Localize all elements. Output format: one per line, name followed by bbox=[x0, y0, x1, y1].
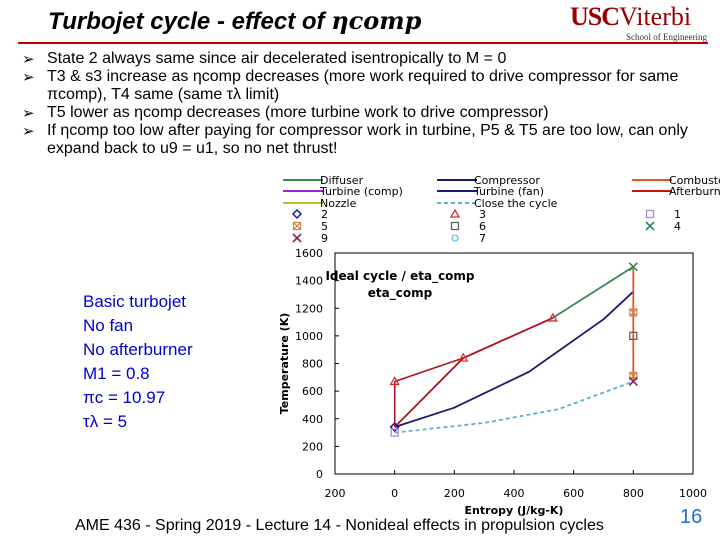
legend-line-label: Nozzle bbox=[320, 197, 357, 210]
state-point-5-cross bbox=[629, 308, 637, 316]
plot-title: Ideal cycle / eta_comp bbox=[325, 269, 474, 284]
legend-marker-label: 2 bbox=[321, 208, 328, 221]
y-tick-label: 0 bbox=[316, 468, 323, 481]
y-tick-label: 200 bbox=[302, 440, 323, 453]
state-point-5 bbox=[629, 308, 638, 317]
footer-text: AME 436 - Spring 2019 - Lecture 14 - Non… bbox=[75, 517, 604, 534]
y-tick-label: 1600 bbox=[295, 247, 323, 260]
side-line: Basic turbojet bbox=[83, 292, 186, 311]
bullet-item: If ηcomp too low after paying for compre… bbox=[22, 122, 712, 158]
title-text: Turbojet cycle - effect of bbox=[48, 8, 332, 35]
logo-viterbi: Viterbi bbox=[619, 2, 692, 31]
y-axis-label: Temperature (K) bbox=[278, 313, 291, 415]
y-tick-label: 1200 bbox=[295, 302, 323, 315]
y-tick-label: 1400 bbox=[295, 275, 323, 288]
state-point-5-cross bbox=[629, 372, 637, 380]
usc-viterbi-logo: USCViterbi School of Engineering bbox=[570, 2, 712, 42]
state-point-3 bbox=[389, 376, 400, 386]
legend-marker-swatch-cross bbox=[293, 222, 301, 230]
x-tick-label: 0 bbox=[391, 487, 398, 500]
legend-marker-swatch bbox=[451, 234, 459, 242]
legend-line-label: Compressor bbox=[474, 174, 540, 187]
plot-subtitle: eta_comp bbox=[368, 286, 433, 301]
legend-marker-swatch bbox=[645, 209, 655, 219]
state-point-9 bbox=[628, 376, 638, 387]
logo-usc: USC bbox=[570, 2, 620, 31]
legend-marker-swatch bbox=[645, 221, 655, 231]
side-line: No afterburner bbox=[83, 340, 193, 359]
legend-marker-label: 6 bbox=[479, 220, 486, 233]
y-tick-label: 1000 bbox=[295, 330, 323, 343]
y-tick-label: 600 bbox=[302, 385, 323, 398]
title-underline bbox=[18, 42, 708, 44]
x-tick-label: 200 bbox=[325, 487, 346, 500]
state-point-3 bbox=[547, 312, 558, 322]
y-tick-label: 400 bbox=[302, 413, 323, 426]
x-tick-label: 1000 bbox=[679, 487, 707, 500]
side-line: πc = 10.97 bbox=[83, 388, 166, 407]
bullet-item: T5 lower as ηcomp decreases (more turbin… bbox=[22, 104, 712, 122]
side-line: No fan bbox=[83, 316, 134, 335]
legend-marker-swatch bbox=[450, 221, 460, 231]
x-tick-label: 600 bbox=[563, 487, 584, 500]
x-tick-label: 200 bbox=[444, 487, 465, 500]
state-point-1 bbox=[390, 428, 399, 437]
x-tick-label: 400 bbox=[504, 487, 525, 500]
side-line: τλ = 5 bbox=[83, 412, 128, 431]
legend-marker-label: 4 bbox=[674, 220, 681, 233]
bullet-item: State 2 always same since air decelerate… bbox=[22, 50, 712, 68]
legend-line-label: Diffuser bbox=[320, 174, 364, 187]
state-point-2 bbox=[389, 421, 400, 433]
slide-title: Turbojet cycle - effect of ηcomp bbox=[48, 6, 421, 36]
legend-marker-label: 1 bbox=[674, 208, 681, 221]
legend-line-label: Afterburner bbox=[669, 185, 720, 198]
legend-marker-swatch bbox=[291, 208, 303, 220]
legend-marker-swatch bbox=[449, 208, 461, 218]
title-eta: ηcomp bbox=[331, 6, 422, 35]
page-number: 16 bbox=[680, 506, 703, 528]
legend-marker-swatch bbox=[292, 233, 302, 243]
bullet-list: State 2 always same since air decelerate… bbox=[22, 50, 712, 158]
legend-line-label: Close the cycle bbox=[474, 197, 558, 210]
series-line bbox=[394, 291, 634, 428]
legend-marker-label: 7 bbox=[479, 232, 486, 245]
side-line: M1 = 0.8 bbox=[83, 364, 150, 383]
side-conditions: Basic turbojet No fan No afterburner M1 … bbox=[83, 290, 193, 434]
state-point-5 bbox=[629, 371, 638, 381]
series-line bbox=[394, 380, 634, 434]
bullet-item: T3 & s3 increase as ηcomp decreases (mor… bbox=[22, 68, 712, 104]
x-tick-label: 800 bbox=[623, 487, 644, 500]
legend-marker-label: 3 bbox=[479, 208, 486, 221]
legend-line-label: Turbine (comp) bbox=[319, 185, 403, 198]
legend-line-label: Combustor bbox=[669, 174, 720, 187]
y-tick-label: 800 bbox=[302, 358, 323, 371]
series-line bbox=[394, 357, 464, 383]
state-point-6 bbox=[629, 331, 638, 341]
series-line bbox=[552, 266, 634, 319]
legend-marker-label: 5 bbox=[321, 220, 328, 233]
legend-line-label: Turbine (fan) bbox=[473, 185, 544, 198]
logo-school: School of Engineering bbox=[626, 32, 707, 42]
x-axis-label: Entropy (J/kg-K) bbox=[465, 504, 564, 517]
legend-marker-label: 9 bbox=[321, 232, 328, 245]
legend-marker-swatch bbox=[292, 221, 302, 231]
state-point-3 bbox=[458, 352, 469, 362]
state-point-4 bbox=[628, 262, 638, 272]
